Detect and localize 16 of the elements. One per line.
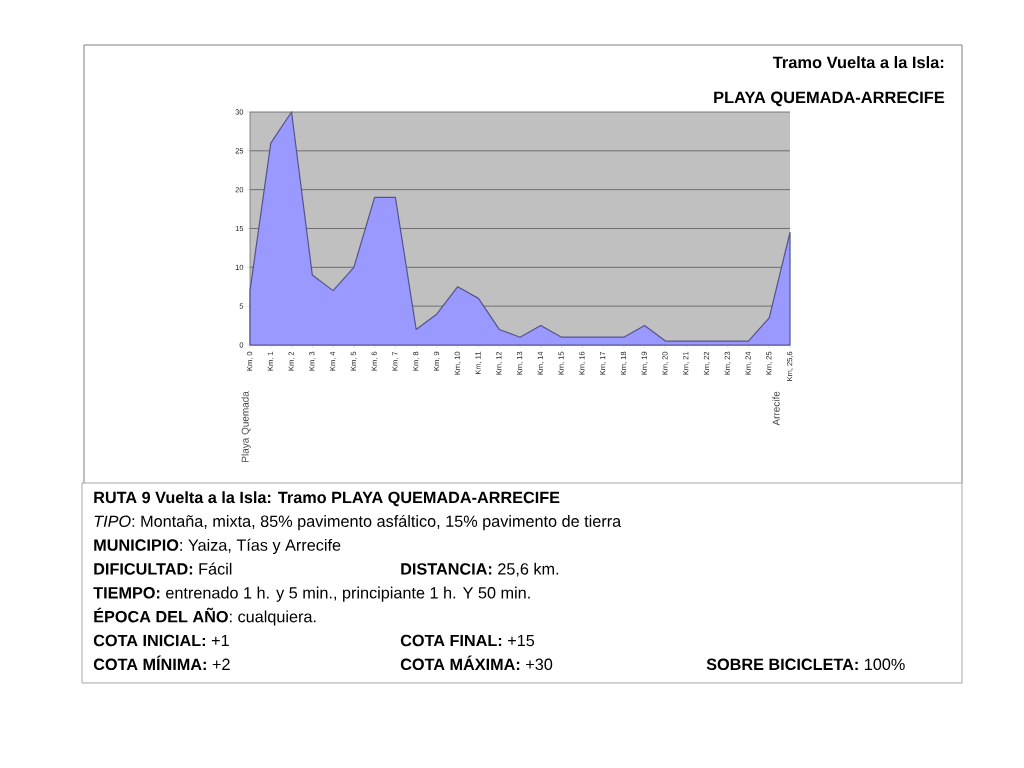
text: COTA FINAL: +15 <box>400 634 535 647</box>
text: ÉPOCA DEL AÑO: cualquiera. <box>94 607 316 626</box>
text: PLAYA QUEMADA-ARRECIFE <box>714 91 945 107</box>
text: DISTANCIA: 25,6 km. <box>401 562 559 577</box>
text: Tramo Vuelta a la Isla: <box>772 56 944 69</box>
text: TIEMPO: entrenado 1 h. y 5 min., principiante 1 h. Y 50 min. <box>93 586 530 602</box>
text: MUNICIPIO: Yaiza, Tías y Arrecife <box>94 538 341 555</box>
text: Playa Quemada <box>241 391 251 462</box>
text: RUTA 9 Vuelta a la Isla: Tramo PLAYA QUEMADA-ARRECIFE <box>94 491 560 507</box>
text: TIPO: Montaña, mixta, 85% pavimento asfáltico, 15% pavimento de tierra <box>94 514 622 531</box>
text: Arrecife <box>772 391 780 426</box>
text: SOBRE BICICLETA: 100% <box>706 658 905 671</box>
text: DIFICULTAD: Fácil <box>94 562 232 575</box>
text: COTA INICIAL: +1 <box>93 634 229 647</box>
text: COTA MÁXIMA: +30 <box>400 655 553 671</box>
text: COTA MÍNIMA: +2 <box>93 655 230 671</box>
